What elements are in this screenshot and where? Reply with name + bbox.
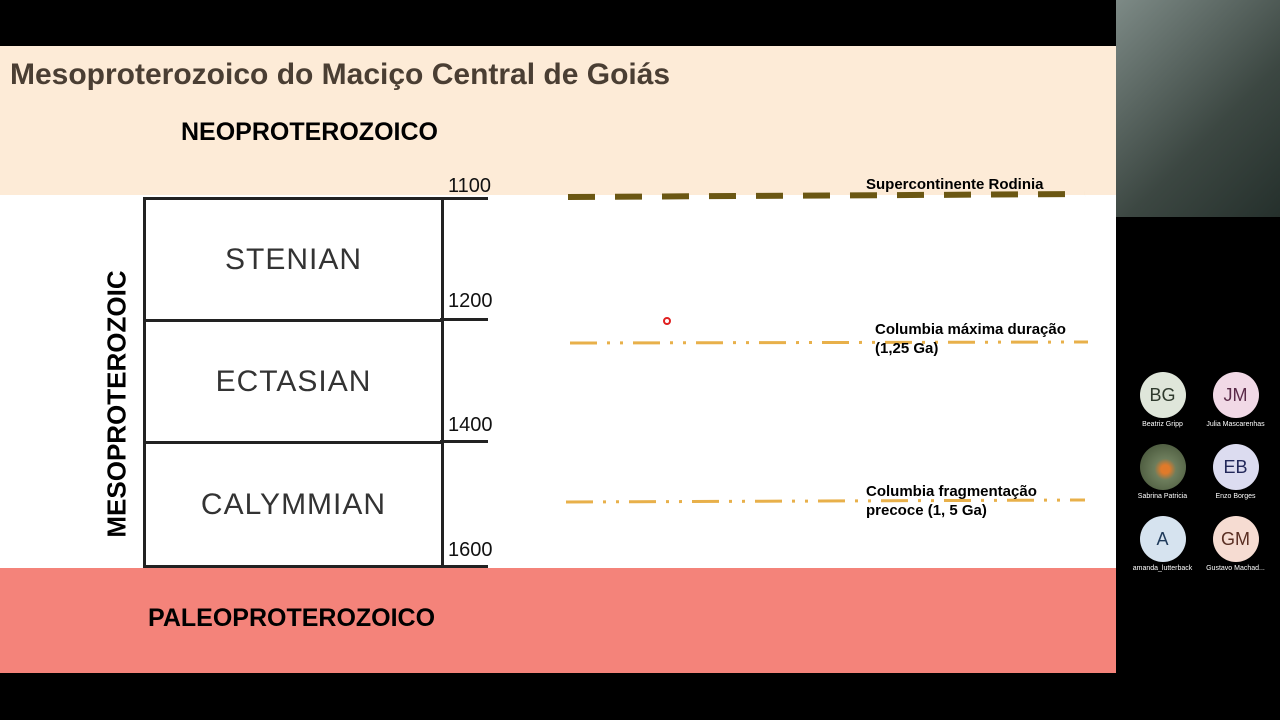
period-name: CALYMMIAN <box>200 487 387 521</box>
boundary-line <box>440 565 488 568</box>
boundary-line <box>440 318 488 321</box>
event-label: Supercontinente Rodinia <box>866 176 1044 193</box>
boundary-line <box>440 197 488 200</box>
participant-name: Sabrina Patricia <box>1137 493 1188 500</box>
participant-tile[interactable]: JM Julia Mascarenhas <box>1199 372 1272 428</box>
columbia-frag-line <box>565 498 1086 504</box>
age-label: 1400 <box>448 414 493 436</box>
rodinia-line <box>567 191 1086 200</box>
age-label: 1600 <box>448 539 493 561</box>
event-label: Columbia máxima duração (1,25 Ga) <box>875 321 1066 357</box>
paleoproterozoic-label: PALEOPROTEROZOICO <box>148 604 436 632</box>
participant-tile[interactable]: EB Enzo Borges <box>1199 444 1272 500</box>
period-name: ECTASIAN <box>215 364 372 398</box>
event-label: Columbia fragmentação precoce (1, 5 Ga) <box>866 483 1037 519</box>
participant-grid: BG Beatriz Gripp JM Julia Mascarenhas Sabr… <box>1126 372 1276 572</box>
event-lines <box>565 191 1089 504</box>
age-label: 1200 <box>448 290 493 312</box>
neoproterozoic-label: NEOPROTEROZOICO <box>181 118 438 146</box>
participant-name: Enzo Borges <box>1215 493 1256 500</box>
period-name: STENIAN <box>224 242 363 276</box>
boundary-line <box>440 440 488 443</box>
participant-tile[interactable]: GM Gustavo Machad... <box>1199 516 1272 572</box>
age-label: 1100 <box>448 175 492 197</box>
avatar: EB <box>1212 444 1259 490</box>
paleoproterozoic-band <box>0 568 1116 673</box>
participant-tile[interactable]: BG Beatriz Gripp <box>1126 372 1199 428</box>
participant-name: Gustavo Machad... <box>1206 565 1265 572</box>
speaker-video <box>1116 0 1280 217</box>
avatar: A <box>1139 516 1186 562</box>
period-calymmian: CALYMMIAN <box>143 441 444 568</box>
participant-tile[interactable]: Sabrina Patricia <box>1126 444 1199 500</box>
avatar-photo <box>1139 444 1186 490</box>
avatar: BG <box>1139 372 1186 418</box>
columbia-max-line <box>569 340 1089 345</box>
neoproterozoic-band <box>0 46 1116 195</box>
avatar: JM <box>1212 372 1259 418</box>
slide-title: Mesoproterozoico do Maciço Central de Go… <box>10 58 671 91</box>
laser-pointer <box>663 317 671 325</box>
participant-name: Beatriz Gripp <box>1142 421 1183 428</box>
participant-name: Julia Mascarenhas <box>1206 421 1265 428</box>
presentation-slide: Mesoproterozoico do Maciço Central de Go… <box>0 46 1116 673</box>
avatar: GM <box>1212 516 1259 562</box>
participant-name: amanda_lutterback <box>1132 565 1193 572</box>
